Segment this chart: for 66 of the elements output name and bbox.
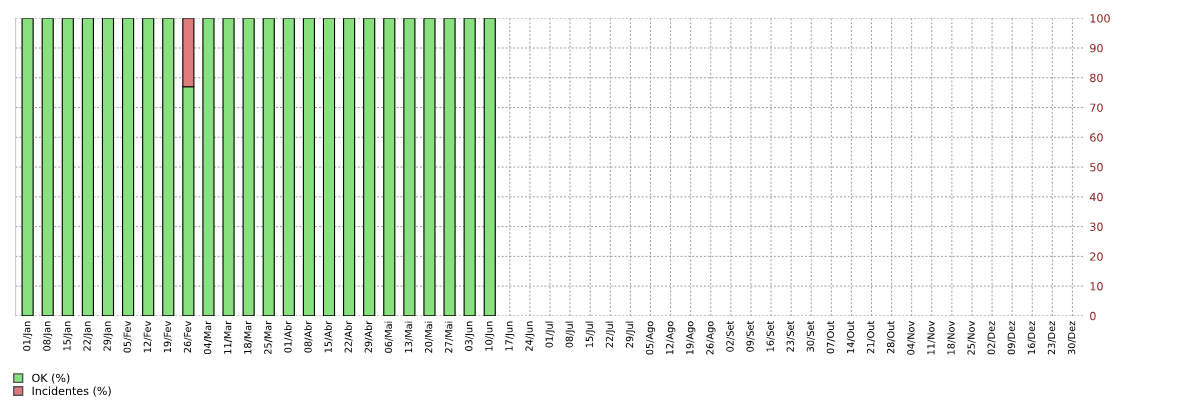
x-tick-label: 08/Jul: [565, 321, 575, 348]
x-tick-label: 05/Fev: [123, 321, 132, 353]
x-tick-label: 24/Jun: [525, 321, 535, 351]
x-tick-label: 13/Mai: [404, 321, 413, 353]
x-tick-label: 26/Fev: [183, 321, 192, 353]
x-tick-label: 12/Ago: [666, 321, 676, 355]
y-tick-label: 70: [1090, 103, 1103, 112]
x-tick-label: 16/Dez: [1027, 321, 1036, 354]
x-tick-label: 03/Jun: [465, 321, 475, 351]
x-tick-label: 04/Mar: [203, 320, 213, 355]
x-tick-label: 29/Jul: [625, 321, 636, 348]
x-tick-label: 22/Abr: [344, 320, 353, 353]
x-tick-label: 28/Out: [887, 320, 896, 354]
x-tick-label: 14/Out: [846, 320, 855, 353]
y-tick-label: 40: [1089, 192, 1103, 202]
legend-label: OK (%): [32, 373, 70, 384]
x-tick-label: 15/Jan: [63, 321, 73, 351]
x-tick-label: 08/Abr: [304, 320, 313, 353]
x-tick-label: 10/Jun: [485, 321, 495, 351]
x-tick-label: 01/Abr: [284, 320, 293, 353]
y-tick-label: 90: [1090, 43, 1103, 53]
x-tick-label: 06/Mai: [384, 321, 393, 353]
x-tick-label: 25/Nov: [967, 321, 976, 355]
x-tick-label: 22/Jan: [83, 321, 93, 351]
x-tick-label: 27/Mai: [444, 321, 454, 353]
x-tick-label: 19/Fev: [163, 321, 172, 353]
x-tick-label: 05/Ago: [645, 321, 656, 355]
x-tick-label: 16/Set: [766, 321, 775, 352]
x-tick-label: 07/Out: [826, 320, 835, 354]
x-tick-label: 11/Nov: [927, 321, 936, 355]
x-tick-label: 20/Mai: [424, 321, 434, 353]
x-tick-label: 29/Jan: [103, 321, 113, 351]
x-tick-label: 17/Jun: [505, 321, 515, 351]
x-tick-label: 01/Jul: [545, 321, 555, 348]
x-tick-label: 01/Jan: [23, 321, 33, 351]
y-tick-label: 50: [1090, 163, 1103, 172]
x-tick-label: 09/Dez: [1007, 321, 1016, 355]
x-tick-label: 19/Ago: [686, 321, 696, 355]
y-tick-label: 30: [1090, 222, 1103, 231]
y-tick-label: 100: [1090, 14, 1110, 23]
x-tick-label: 02/Dez: [987, 321, 996, 355]
x-tick-label: 26/Ago: [706, 321, 716, 355]
x-tick-label: 23/Dez: [1047, 321, 1056, 355]
x-tick-label: 12/Fev: [143, 321, 152, 353]
x-tick-label: 21/Out: [866, 320, 876, 354]
x-tick-label: 09/Set: [746, 321, 755, 352]
x-tick-label: 15/Abr: [324, 320, 333, 353]
x-tick-label: 11/Mar: [224, 320, 233, 354]
x-tick-label: 18/Nov: [947, 321, 956, 355]
y-tick-label: 0: [1090, 311, 1096, 321]
x-tick-label: 29/Abr: [364, 320, 373, 353]
legend-label: Incidentes (%): [32, 386, 111, 397]
x-tick-label: 30/Set: [806, 321, 815, 352]
x-tick-label: 30/Dez: [1067, 321, 1077, 355]
x-tick-label: 04/Nov: [907, 321, 916, 355]
y-tick-label: 80: [1090, 73, 1103, 83]
x-tick-label: 15/Jul: [585, 321, 595, 348]
y-tick-label: 20: [1090, 252, 1103, 261]
y-tick-label: 10: [1090, 282, 1103, 291]
y-tick-label: 60: [1090, 133, 1103, 142]
x-tick-label: 23/Set: [786, 321, 795, 352]
x-tick-label: 08/Jan: [43, 321, 53, 351]
x-tick-label: 02/Set: [726, 321, 735, 352]
x-tick-label: 18/Mar: [244, 320, 253, 354]
x-tick-label: 22/Jul: [605, 321, 615, 348]
x-tick-label: 25/Mar: [264, 320, 273, 355]
